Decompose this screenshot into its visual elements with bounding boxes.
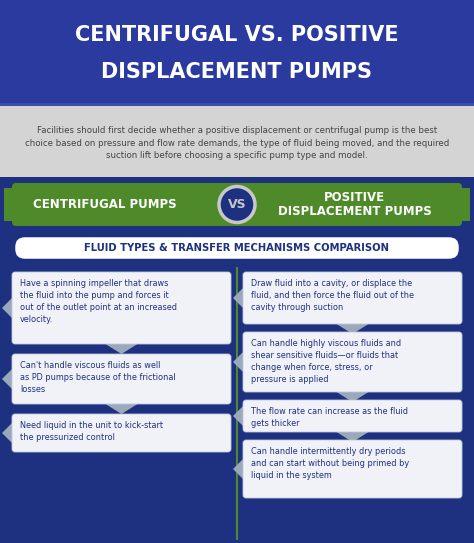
Polygon shape [2, 369, 12, 389]
Text: Need liquid in the unit to kick-start
the pressurized control: Need liquid in the unit to kick-start th… [20, 421, 163, 442]
Text: Facilities should first decide whether a positive displacement or centrifugal pu: Facilities should first decide whether a… [25, 125, 449, 160]
Polygon shape [106, 404, 137, 414]
Bar [0, 105, 474, 177]
Bar [458, 188, 470, 221]
Text: Have a spinning impeller that draws
the fluid into the pump and forces it
out of: Have a spinning impeller that draws the … [20, 279, 177, 325]
Polygon shape [2, 298, 12, 318]
FancyBboxPatch shape [12, 354, 231, 404]
Text: POSITIVE
DISPLACEMENT PUMPS: POSITIVE DISPLACEMENT PUMPS [278, 191, 431, 218]
Text: Can't handle viscous fluids as well
as PD pumps because of the frictional
losses: Can't handle viscous fluids as well as P… [20, 361, 176, 394]
Circle shape [219, 186, 255, 223]
FancyBboxPatch shape [12, 414, 231, 452]
Text: DISPLACEMENT PUMPS: DISPLACEMENT PUMPS [101, 62, 373, 82]
Polygon shape [106, 344, 137, 354]
Bar [0, 177, 474, 232]
Text: Can handle intermittently dry periods
and can start without being primed by
liqu: Can handle intermittently dry periods an… [251, 447, 409, 481]
FancyBboxPatch shape [12, 272, 231, 344]
FancyBboxPatch shape [243, 332, 462, 392]
Polygon shape [233, 406, 243, 426]
FancyBboxPatch shape [14, 236, 460, 260]
Polygon shape [337, 432, 368, 442]
Bar [0, 103, 474, 106]
Text: CENTRIFUGAL PUMPS: CENTRIFUGAL PUMPS [33, 198, 176, 211]
Text: FLUID TYPES & TRANSFER MECHANISMS COMPARISON: FLUID TYPES & TRANSFER MECHANISMS COMPAR… [84, 243, 390, 253]
FancyBboxPatch shape [12, 183, 462, 226]
Polygon shape [233, 352, 243, 372]
FancyBboxPatch shape [243, 440, 462, 498]
FancyBboxPatch shape [243, 272, 462, 324]
Polygon shape [2, 423, 12, 443]
Bar [0, 0, 474, 105]
Polygon shape [233, 459, 243, 479]
Text: The flow rate can increase as the fluid
gets thicker: The flow rate can increase as the fluid … [251, 407, 408, 428]
Polygon shape [233, 288, 243, 308]
Text: Draw fluid into a cavity, or displace the
fluid, and then force the fluid out of: Draw fluid into a cavity, or displace th… [251, 279, 414, 312]
FancyBboxPatch shape [243, 400, 462, 432]
Text: VS: VS [228, 198, 246, 211]
Text: CENTRIFUGAL VS. POSITIVE: CENTRIFUGAL VS. POSITIVE [75, 25, 399, 45]
Bar [4, 188, 16, 221]
Bar [0, 105, 474, 177]
Polygon shape [337, 324, 368, 334]
Polygon shape [337, 392, 368, 402]
Text: Can handle highly viscous fluids and
shear sensitive fluids—or fluids that
chang: Can handle highly viscous fluids and she… [251, 339, 401, 384]
